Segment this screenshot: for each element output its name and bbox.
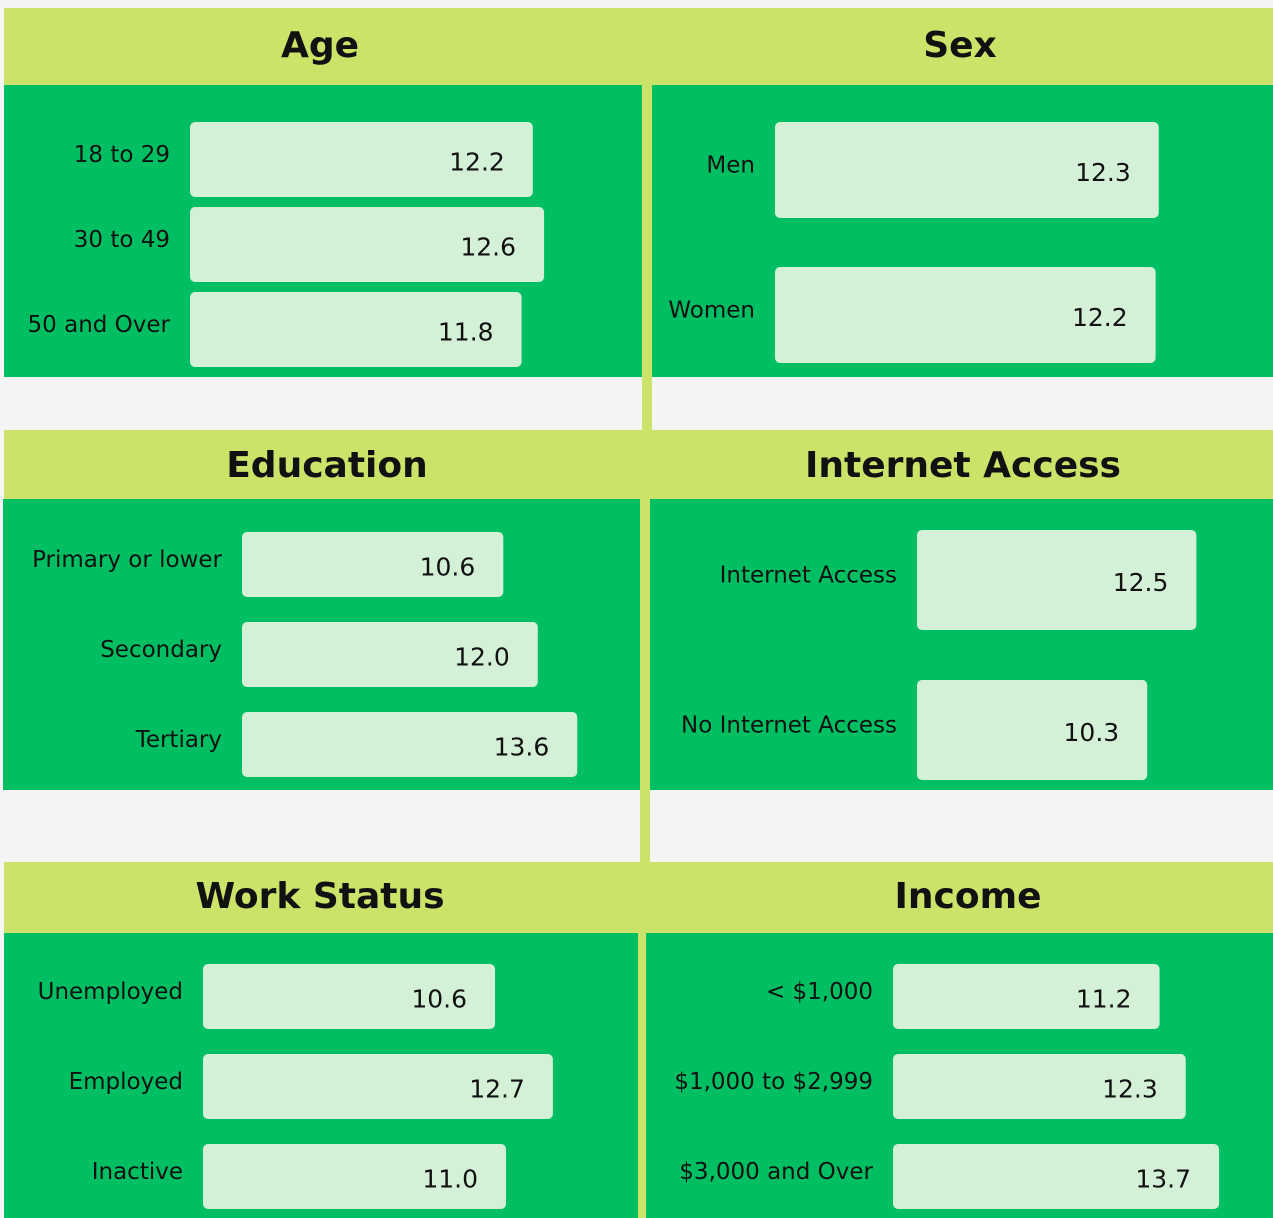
bar: [893, 1054, 1186, 1119]
category-label: Women: [668, 298, 755, 324]
bar: [190, 292, 522, 367]
panel-title: Sex: [923, 25, 997, 66]
panel-title: Income: [894, 876, 1041, 917]
bar: [203, 1054, 553, 1119]
category-label: Secondary: [100, 637, 222, 663]
bar: [190, 207, 545, 282]
bar: [917, 530, 1197, 630]
value-label: 10.3: [1064, 718, 1120, 747]
category-label: $3,000 and Over: [679, 1159, 873, 1185]
bar: [242, 712, 578, 777]
panel-title: Age: [281, 25, 359, 66]
separator: [642, 84, 652, 430]
header-strip: [4, 430, 1273, 499]
value-label: 12.3: [1102, 1075, 1158, 1104]
category-label: Internet Access: [720, 563, 897, 589]
value-label: 11.2: [1076, 985, 1132, 1014]
panel-title: Internet Access: [805, 445, 1121, 486]
value-label: 13.6: [494, 733, 550, 762]
category-label: < $1,000: [766, 979, 873, 1005]
value-label: 12.5: [1113, 568, 1169, 597]
category-label: 50 and Over: [28, 312, 171, 338]
value-label: 11.0: [422, 1165, 478, 1194]
bar: [203, 964, 496, 1029]
category-label: Primary or lower: [32, 547, 222, 573]
value-label: 11.8: [438, 318, 494, 347]
bar: [893, 964, 1160, 1029]
category-label: $1,000 to $2,999: [674, 1069, 873, 1095]
category-label: Employed: [69, 1069, 183, 1095]
value-label: 12.6: [460, 233, 516, 262]
category-label: 30 to 49: [74, 227, 170, 253]
bar: [893, 1144, 1220, 1209]
value-label: 10.6: [411, 985, 467, 1014]
separator: [640, 498, 650, 862]
bar: [775, 267, 1156, 363]
header-strip: [4, 862, 1273, 933]
bar: [917, 680, 1148, 780]
category-label: 18 to 29: [74, 142, 170, 168]
bar: [242, 532, 504, 597]
category-label: Men: [706, 153, 755, 179]
value-label: 10.6: [420, 553, 476, 582]
panel-title: Education: [226, 445, 428, 486]
value-label: 12.7: [469, 1075, 525, 1104]
value-label: 12.0: [454, 643, 510, 672]
value-label: 12.2: [1072, 303, 1128, 332]
value-label: 13.7: [1135, 1165, 1191, 1194]
category-label: Unemployed: [38, 979, 183, 1005]
bar: [775, 122, 1159, 218]
category-label: Inactive: [92, 1159, 183, 1185]
bar: [203, 1144, 507, 1209]
category-label: No Internet Access: [681, 713, 897, 739]
separator: [638, 932, 646, 1218]
value-label: 12.3: [1075, 158, 1131, 187]
value-label: 12.2: [449, 148, 505, 177]
bar: [190, 122, 533, 197]
header-strip: [4, 8, 1273, 85]
category-label: Tertiary: [135, 727, 222, 753]
bar: [242, 622, 538, 687]
panel-title: Work Status: [195, 876, 444, 917]
